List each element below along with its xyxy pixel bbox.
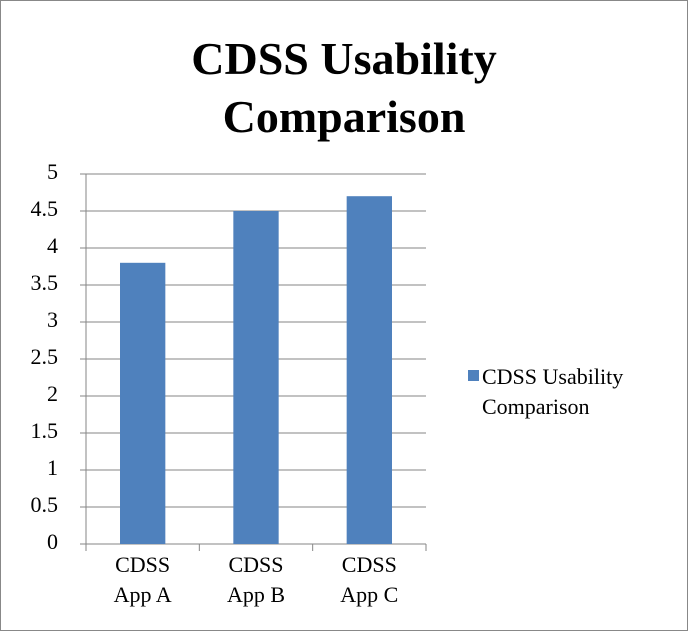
bar [346,196,392,544]
y-tick-label: 1.5 [31,418,59,443]
y-tick-label: 4.5 [31,196,59,221]
y-tick-label: 4 [47,233,58,258]
x-tick-label: CDSS App A [113,552,172,607]
y-tick-label: 0.5 [31,492,59,517]
y-tick-label: 0 [47,529,58,554]
x-tick-label: CDSS App B [226,552,286,607]
y-tick-label: 2 [47,381,58,406]
legend-label: CDSS Usability Comparison [482,364,624,419]
legend-swatch [468,370,479,381]
y-tick-label: 5 [47,159,58,184]
bar [233,211,279,544]
x-tick-label: CDSS App C [340,552,399,607]
y-tick-label: 2.5 [31,344,59,369]
y-tick-label: 1 [47,455,58,480]
bar [120,262,166,544]
y-tick-label: 3 [47,307,58,332]
chart-title: CDSS Usability Comparison [191,33,497,142]
y-tick-label: 3.5 [31,270,59,295]
